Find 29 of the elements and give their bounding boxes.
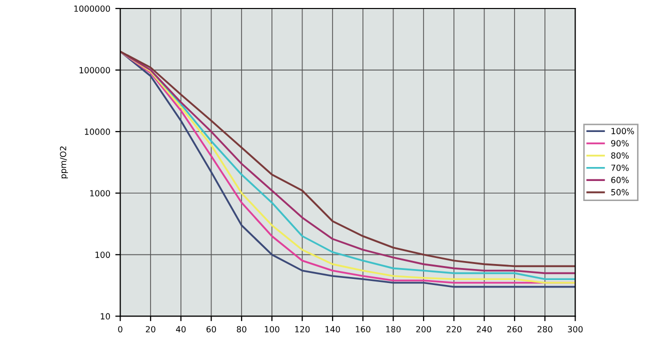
legend-label: 70% [611,164,629,171]
x-tick-label: 180 [386,326,401,332]
legend-label: 50% [611,189,629,196]
x-tick-label: 80 [236,326,246,332]
x-tick-label: 0 [118,326,122,332]
x-tick-label: 20 [146,326,156,332]
x-tick-label: 200 [416,326,431,332]
x-tick-label: 40 [176,326,186,332]
legend-label: 100% [612,128,634,134]
x-tick-label: 220 [446,326,462,332]
x-tick-label: 160 [356,326,370,332]
x-tick-label: 280 [538,326,552,332]
x-tick-label: 260 [507,326,522,332]
legend-label: 60% [611,176,629,184]
legend-label: 80% [611,152,629,159]
y-tick-label: 100 [96,252,110,258]
y-tick-label: 10000 [84,128,110,135]
x-tick-label: 240 [476,326,492,332]
y-tick-label: 1000000 [74,5,110,12]
x-tick-label: 300 [568,326,583,332]
x-tick-label: 60 [206,326,216,332]
legend-label: 90% [611,140,629,146]
y-axis-title: ppm/O2 [60,146,68,178]
x-tick-label: 140 [326,326,340,332]
y-tick-label: 10 [100,313,110,320]
x-tick-label: 100 [264,326,280,332]
y-tick-label: 1000 [90,190,110,196]
y-tick-label: 100000 [80,67,110,74]
x-tick-label: 120 [295,326,310,332]
